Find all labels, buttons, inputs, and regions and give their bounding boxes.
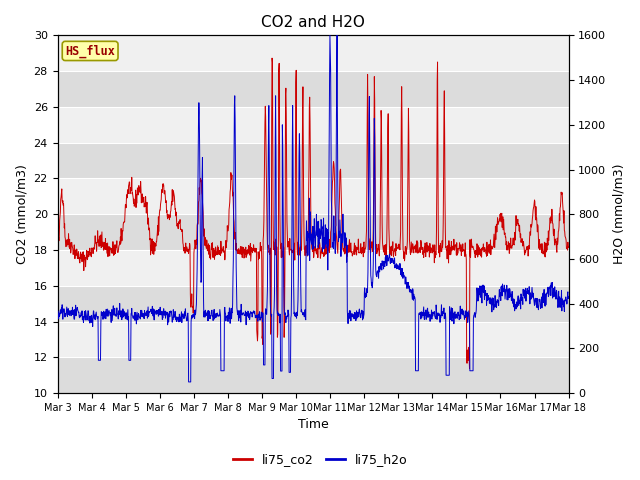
Title: CO2 and H2O: CO2 and H2O — [261, 15, 365, 30]
Bar — [58, 71, 568, 107]
X-axis label: Time: Time — [298, 419, 328, 432]
Text: HS_flux: HS_flux — [65, 44, 115, 58]
Bar — [58, 143, 568, 179]
Bar — [58, 107, 568, 143]
Y-axis label: H2O (mmol/m3): H2O (mmol/m3) — [612, 164, 625, 264]
Bar — [58, 179, 568, 214]
Bar — [58, 322, 568, 357]
Bar — [58, 357, 568, 393]
Bar — [58, 286, 568, 322]
Legend: li75_co2, li75_h2o: li75_co2, li75_h2o — [228, 448, 412, 471]
Bar — [58, 250, 568, 286]
Bar — [58, 36, 568, 71]
Bar — [58, 214, 568, 250]
Y-axis label: CO2 (mmol/m3): CO2 (mmol/m3) — [15, 164, 28, 264]
